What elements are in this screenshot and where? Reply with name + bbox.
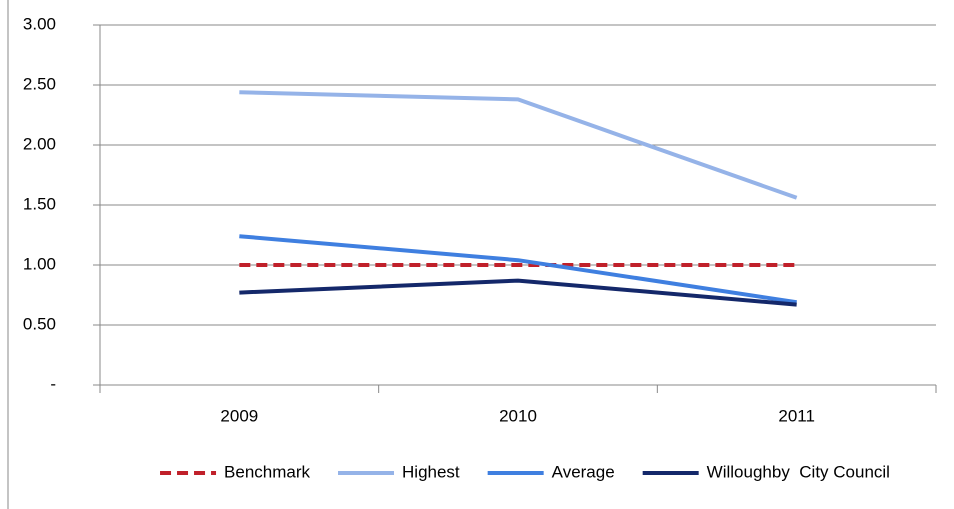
series-line xyxy=(239,90,798,200)
series-line xyxy=(239,278,797,307)
y-tick-label: 1.00 xyxy=(23,254,56,273)
x-tick-label: 2009 xyxy=(220,406,258,425)
y-tick-label: 1.50 xyxy=(23,194,56,213)
series-line xyxy=(239,234,797,305)
y-tick-label: - xyxy=(50,374,56,393)
y-tick-label: 3.00 xyxy=(23,14,56,33)
x-tick-label: 2010 xyxy=(499,406,537,425)
legend-label: Benchmark xyxy=(224,462,310,481)
y-tick-label: 2.50 xyxy=(23,74,56,93)
x-tick-label: 2011 xyxy=(778,406,815,425)
y-tick-label: 0.50 xyxy=(23,314,56,333)
y-tick-label: 2.00 xyxy=(23,134,56,153)
legend-label: Highest xyxy=(402,462,460,481)
legend-label: Willoughby City Council xyxy=(707,462,890,481)
legend-label: Average xyxy=(552,462,615,481)
